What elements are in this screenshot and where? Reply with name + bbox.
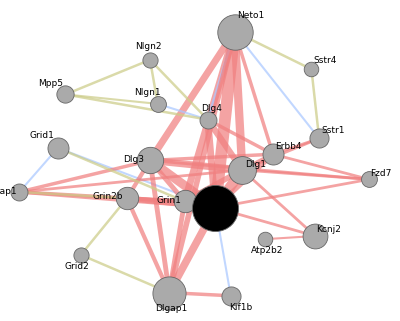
Text: Mpp5: Mpp5 (38, 79, 63, 88)
Text: Fzd7: Fzd7 (370, 169, 391, 178)
Point (166, 290, 172, 295)
Point (316, 136, 322, 141)
Point (312, 233, 318, 239)
Text: Neto1: Neto1 (237, 11, 264, 20)
Text: Dlg2: Dlg2 (206, 220, 227, 229)
Text: Grid2: Grid2 (65, 262, 89, 271)
Point (124, 196, 130, 201)
Text: Nlgn1: Nlgn1 (134, 88, 160, 97)
Point (228, 293, 234, 298)
Text: Dlgap1: Dlgap1 (155, 305, 187, 314)
Text: Grin1: Grin1 (156, 195, 181, 204)
Point (55, 145, 61, 151)
Point (62, 92, 69, 97)
Text: Syngap1: Syngap1 (0, 187, 17, 196)
Point (147, 57, 153, 62)
Text: Dlg1: Dlg1 (246, 160, 267, 169)
Text: Sstr1: Sstr1 (321, 126, 345, 135)
Text: Atp2b2: Atp2b2 (251, 246, 283, 255)
Text: Erbb4: Erbb4 (275, 142, 302, 151)
Point (154, 101, 161, 107)
Point (182, 199, 188, 204)
Point (231, 29, 238, 34)
Text: Dlg3: Dlg3 (123, 155, 144, 164)
Point (204, 117, 211, 122)
Point (147, 158, 153, 163)
Point (366, 177, 372, 182)
Text: Nlgn2: Nlgn2 (135, 42, 161, 51)
Text: Grid1: Grid1 (30, 132, 55, 141)
Text: Dlg4: Dlg4 (201, 104, 222, 113)
Point (262, 237, 268, 242)
Point (239, 167, 246, 172)
Text: Kif1b: Kif1b (229, 303, 252, 312)
Point (308, 67, 315, 72)
Point (16, 189, 22, 195)
Text: Sstr4: Sstr4 (314, 56, 337, 65)
Text: Kcnj2: Kcnj2 (316, 225, 341, 234)
Point (270, 152, 276, 157)
Point (78, 252, 84, 257)
Text: Grin2b: Grin2b (92, 193, 123, 202)
Point (212, 205, 218, 210)
